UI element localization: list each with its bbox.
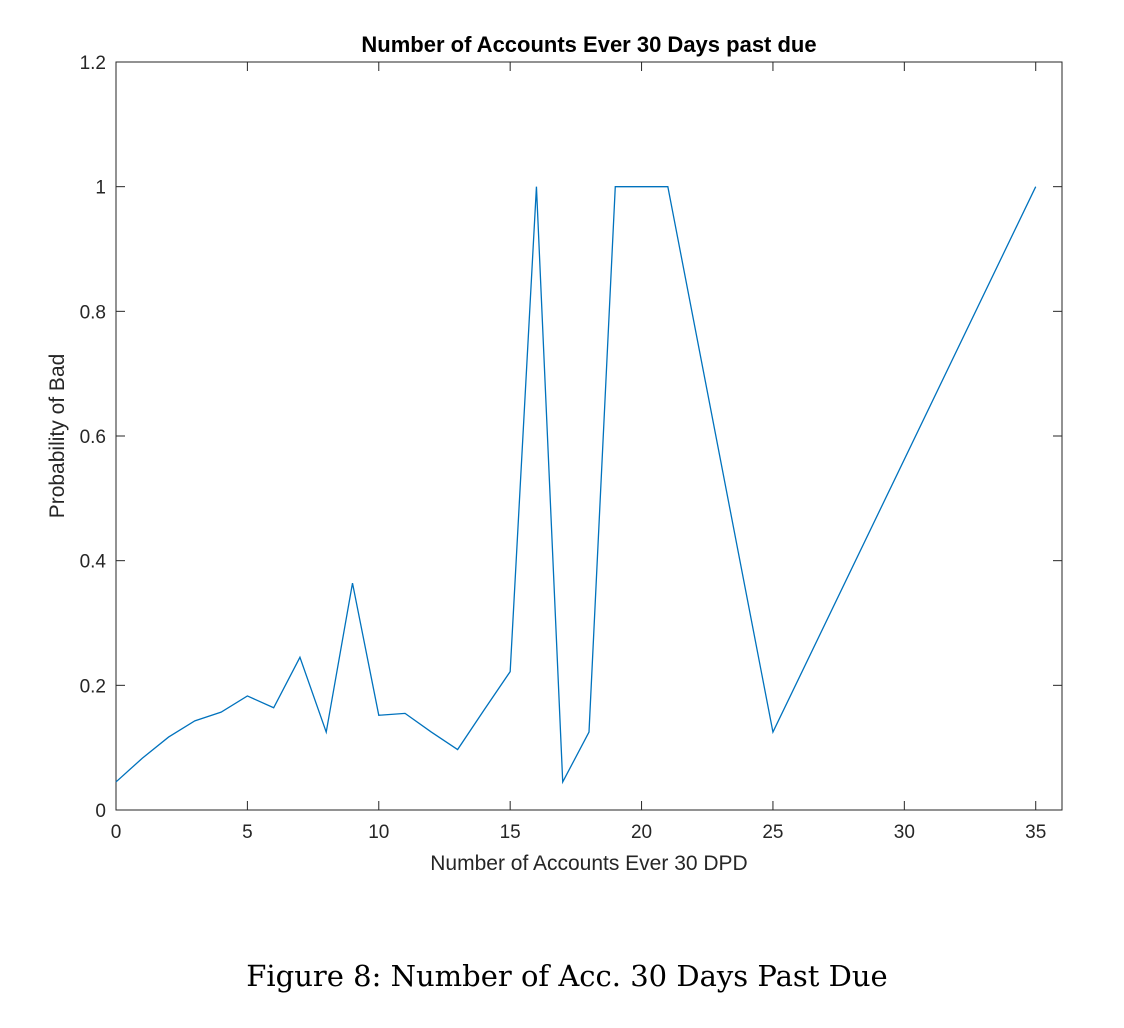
y-tick-label: 0.2 [80, 676, 106, 697]
plot-area [115, 61, 1063, 811]
y-tick-label: 0 [95, 801, 106, 822]
x-tick-label: 15 [500, 822, 521, 843]
x-tick-label: 0 [111, 822, 122, 843]
y-tick-label: 0.6 [80, 427, 106, 448]
x-tick-label: 30 [894, 822, 915, 843]
figure-caption: Figure 8: Number of Acc. 30 Days Past Du… [246, 959, 887, 993]
x-tick-label: 25 [762, 822, 783, 843]
y-tick-label: 1.2 [80, 53, 106, 74]
y-tick-label: 0.8 [80, 302, 106, 323]
y-tick-label: 0.4 [80, 552, 107, 573]
chart-title: Number of Accounts Ever 30 Days past due [361, 32, 816, 57]
y-tick-label: 1 [95, 178, 106, 199]
x-tick-label: 35 [1025, 822, 1046, 843]
x-ticks: 0 5 10 15 20 25 30 35 [111, 62, 1046, 843]
x-tick-label: 10 [368, 822, 389, 843]
series-line [115, 186, 1037, 785]
y-axis-title: Probability of Bad [46, 354, 69, 519]
y-ticks: 0 0.2 0.4 0.6 0.8 1 1.2 [80, 53, 1062, 822]
x-tick-label: 5 [242, 822, 253, 843]
x-tick-label: 20 [631, 822, 652, 843]
x-axis-title: Number of Accounts Ever 30 DPD [430, 852, 747, 875]
